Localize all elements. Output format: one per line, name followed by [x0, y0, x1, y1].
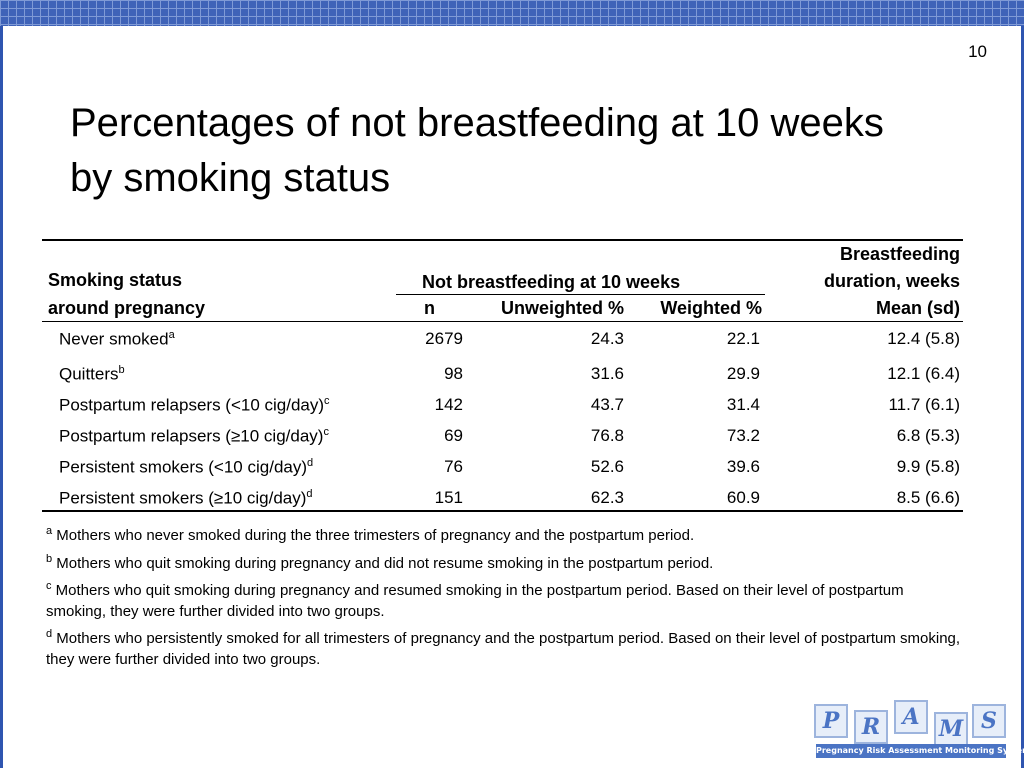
table-cell: 76.8 — [590, 426, 624, 445]
logo-caption: Pregnancy Risk Assessment Monitoring Sys… — [816, 744, 1024, 758]
side-border — [1021, 26, 1024, 768]
row-label-text: Persistent smokers (<10 cig/day) — [59, 457, 308, 477]
footnote: d Mothers who persistently smoked for al… — [46, 624, 966, 670]
table-cell: 62.3 — [590, 488, 624, 507]
row-label-text: Postpartum relapsers (≥10 cig/day) — [59, 426, 324, 446]
footnote-ref: d — [306, 488, 313, 500]
row-label: Persistent smokers (<10 cig/day)d — [59, 457, 313, 478]
table-cell: 22.1 — [726, 329, 760, 348]
row-label: Postpartum relapsers (<10 cig/day)c — [59, 395, 330, 416]
table-cell: 9.9 (5.8) — [896, 457, 960, 476]
table-cell: 151 — [434, 488, 463, 507]
footnote-ref: c — [324, 395, 330, 407]
footnote-mark: a — [46, 525, 53, 537]
footnote-mark: c — [46, 580, 52, 592]
footnote-text: Mothers who quit smoking during pregnanc… — [46, 582, 904, 620]
header-rule — [42, 321, 963, 322]
row-label: Never smokeda — [59, 329, 175, 350]
table-cell: 12.4 (5.8) — [887, 329, 960, 348]
side-border — [0, 26, 3, 768]
header-band — [0, 0, 1024, 26]
table-cell: 31.6 — [590, 364, 624, 383]
table-cell: 76 — [444, 457, 463, 476]
footnote-text: Mothers who never smoked during the thre… — [56, 527, 695, 544]
footnote: c Mothers who quit smoking during pregna… — [46, 576, 966, 622]
footnote-ref: d — [307, 457, 314, 469]
page-number: 10 — [968, 42, 987, 61]
row-label: Persistent smokers (≥10 cig/day)d — [59, 488, 313, 509]
header-cell: Unweighted % — [500, 298, 624, 318]
footnote-mark: d — [46, 628, 53, 640]
footnote: a Mothers who never smoked during the th… — [46, 521, 966, 546]
table-cell: 24.3 — [590, 329, 624, 348]
header-cell: Not breastfeeding at 10 weeks — [422, 272, 681, 292]
row-label: Quittersb — [59, 364, 125, 385]
row-label-text: Quitters — [59, 364, 119, 384]
logo: P R A M S Pregnancy Risk Assessment Moni… — [812, 700, 1024, 764]
slide-title: Percentages of not breastfeeding at 10 w… — [70, 101, 884, 200]
header-cell: duration, weeks — [823, 271, 960, 291]
group-rule — [396, 294, 765, 295]
header-cell: Mean (sd) — [875, 298, 960, 318]
footnote-ref: c — [323, 426, 329, 438]
row-label-text: Never smoked — [59, 329, 169, 349]
table-cell: 60.9 — [726, 488, 760, 507]
footnote-ref: a — [168, 329, 175, 341]
table-cell: 29.9 — [726, 364, 760, 383]
table-cell: 69 — [444, 426, 463, 445]
header-cell: Breastfeeding — [839, 244, 960, 264]
table-cell: 98 — [444, 364, 463, 383]
table-cell: 39.6 — [726, 457, 760, 476]
header-cell: around pregnancy — [48, 298, 206, 318]
table-cell: 43.7 — [590, 395, 624, 414]
footnote-text: Mothers who quit smoking during pregnanc… — [56, 555, 714, 572]
table-cell: 73.2 — [726, 426, 760, 445]
table-cell: 6.8 (5.3) — [896, 426, 960, 445]
table-cell: 31.4 — [726, 395, 760, 414]
table-cell: 142 — [434, 395, 463, 414]
row-label-text: Persistent smokers (≥10 cig/day) — [59, 488, 307, 508]
footnote-mark: b — [46, 553, 53, 565]
table-cell: 12.1 (6.4) — [887, 364, 960, 383]
header-cell: Weighted % — [660, 298, 762, 318]
row-label-text: Postpartum relapsers (<10 cig/day) — [59, 395, 325, 415]
footnote-text: Mothers who persistently smoked for all … — [46, 630, 961, 668]
header-cell: Smoking status — [48, 270, 183, 290]
row-label: Postpartum relapsers (≥10 cig/day)c — [59, 426, 329, 447]
table-bottom-rule — [42, 510, 963, 512]
footnote-ref: b — [118, 364, 125, 376]
table-cell: 11.7 (6.1) — [888, 395, 960, 414]
table-cell: 8.5 (6.6) — [896, 488, 960, 507]
table-cell: 52.6 — [590, 457, 624, 476]
table-top-rule — [42, 239, 963, 241]
footnote: b Mothers who quit smoking during pregna… — [46, 549, 966, 574]
table-cell: 2679 — [425, 329, 463, 348]
header-cell: n — [424, 298, 435, 318]
